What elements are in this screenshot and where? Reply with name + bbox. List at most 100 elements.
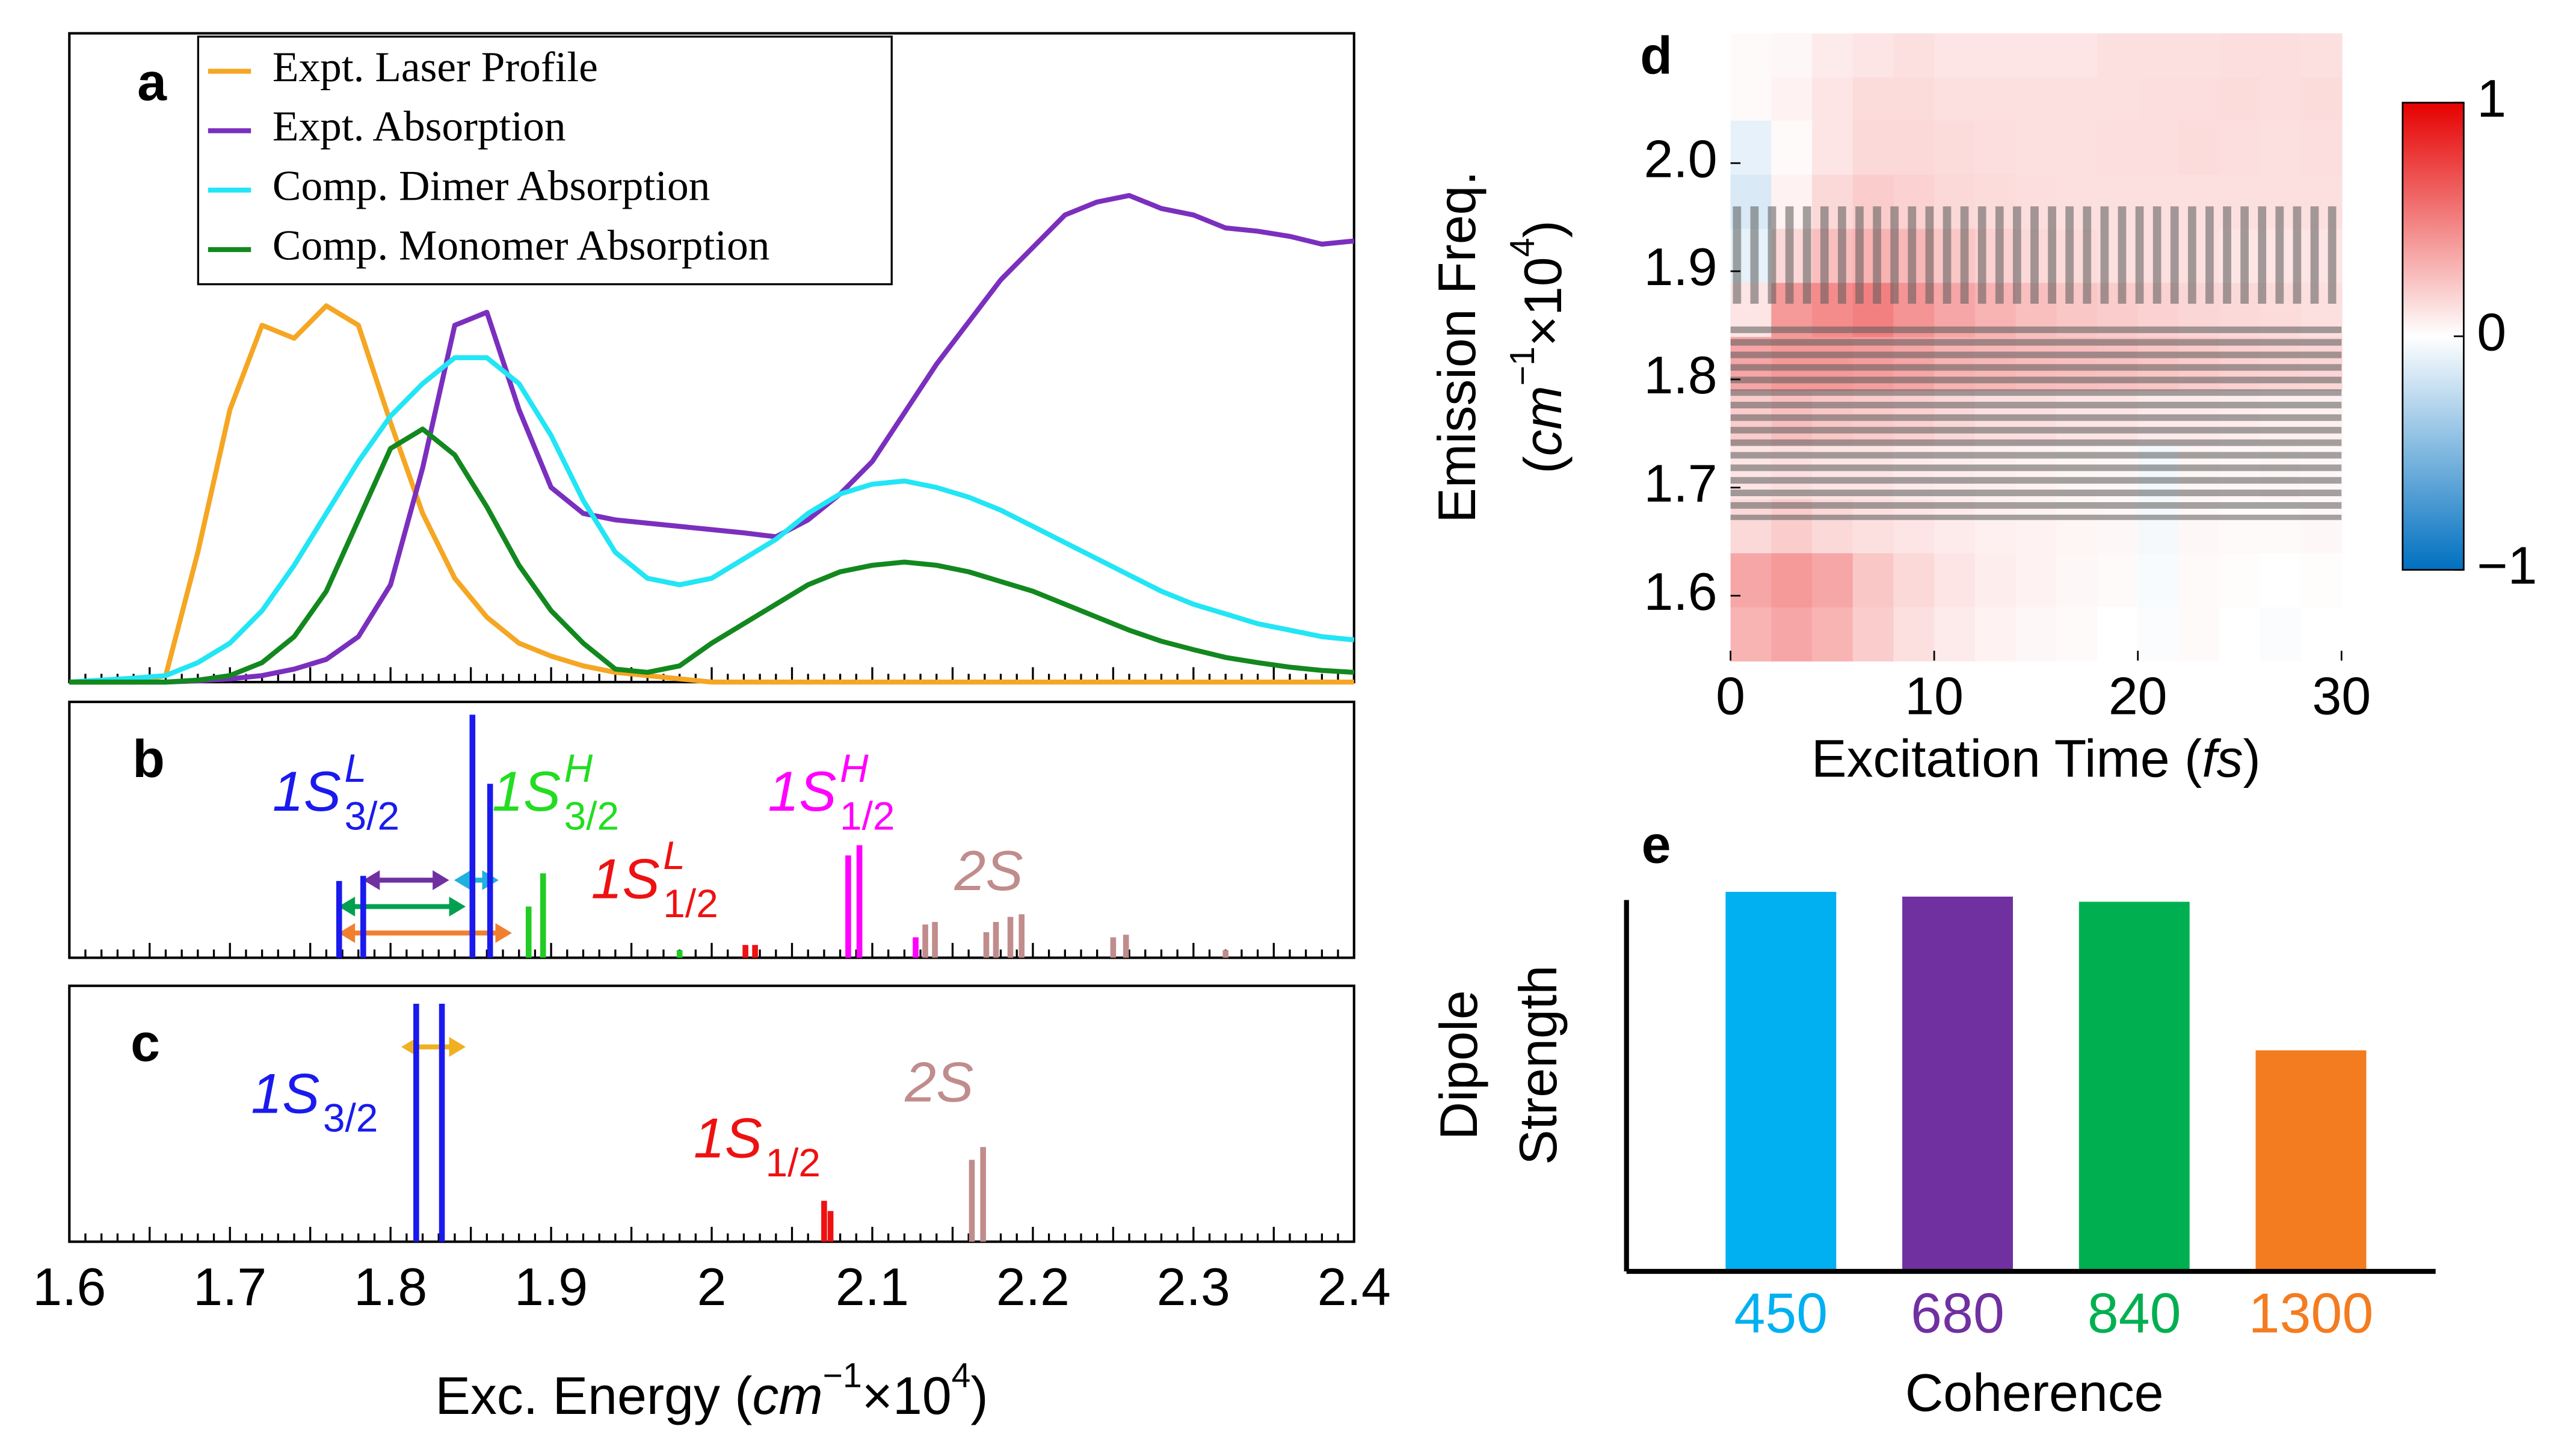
heat-cell — [1771, 120, 1813, 175]
heat-cell — [1934, 552, 1976, 607]
x-tick-label: 680 — [1911, 1282, 2004, 1345]
panel-label: e — [1642, 815, 1671, 874]
heat-cell — [2219, 33, 2261, 78]
y-axis-label: (cm−1×104) — [1503, 220, 1573, 473]
heat-cell — [1730, 76, 1772, 121]
colorbar-tick-label: −1 — [2477, 536, 2537, 595]
heat-cell — [1852, 76, 1894, 121]
legend-box — [197, 35, 893, 286]
y-tick-label: 1.9 — [1644, 237, 1718, 296]
label-part: −1 — [823, 1356, 862, 1395]
heat-cell — [2219, 120, 2261, 175]
x-tick-label: 1.6 — [32, 1257, 106, 1316]
heat-cell — [2015, 606, 2057, 662]
heat-cell — [1730, 606, 1772, 662]
heat-cell — [1812, 76, 1854, 121]
line-series — [69, 426, 1355, 685]
heat-cell — [2300, 606, 2343, 662]
y-axis-label: Dipole — [1429, 990, 1488, 1140]
y-axis-label: Strength — [1508, 965, 1568, 1165]
heat-cell — [1812, 33, 1854, 78]
x-axis-label: Exc. Energy (cm−1×104) — [435, 1356, 988, 1425]
heat-cell — [1893, 606, 1935, 662]
heat-cell — [1771, 76, 1813, 121]
heat-cell — [2097, 76, 2139, 121]
x-tick-label: 2.2 — [996, 1257, 1070, 1316]
x-tick-label: 0 — [1716, 666, 1745, 726]
annotation-sub: 3/2 — [345, 793, 400, 838]
x-tick-label: 450 — [1734, 1282, 1828, 1345]
label-part: Excitation Time ( — [1811, 729, 2202, 788]
heat-cell — [2056, 552, 2098, 607]
heat-cell — [1812, 120, 1854, 175]
annotation-sup: L — [345, 746, 367, 790]
x-axis-label: Excitation Time (fs) — [1811, 729, 2261, 788]
x-tick-label: 840 — [2088, 1282, 2181, 1345]
heat-cell — [1852, 120, 1894, 175]
heat-cell — [2056, 606, 2098, 662]
x-tick-label: 2.1 — [836, 1257, 909, 1316]
heat-cell — [1893, 33, 1935, 78]
annotation-sub: 1/2 — [840, 793, 895, 838]
heat-cell — [2015, 552, 2057, 607]
heat-cell — [2219, 76, 2261, 121]
annotation: 1S — [591, 848, 660, 911]
heat-cell — [1974, 33, 2017, 78]
heat-cell — [2056, 33, 2098, 78]
line-series — [69, 303, 1354, 685]
heat-cell — [2219, 606, 2261, 662]
label-part: Exc. Energy ( — [435, 1366, 752, 1425]
heat-cell — [2260, 552, 2302, 607]
x-tick-label: 2.4 — [1317, 1257, 1391, 1316]
heat-cell — [1730, 552, 1772, 607]
label-part: cm — [753, 1366, 823, 1425]
label-part: cm — [1513, 386, 1573, 456]
x-tick-label: 1.7 — [193, 1257, 267, 1316]
x-tick-label: 1.9 — [514, 1257, 588, 1316]
x-tick-label: 10 — [1905, 666, 1964, 726]
colorbar-tick-label: 0 — [2477, 302, 2506, 361]
heat-cell — [2178, 552, 2220, 607]
x-axis-label: Coherence — [1905, 1363, 2164, 1422]
heat-cell — [2097, 606, 2139, 662]
annotation-sup: H — [564, 746, 593, 790]
heat-cell — [2300, 33, 2343, 78]
annotation: 2S — [904, 1051, 973, 1113]
label-part: Emission Freq. — [1427, 171, 1487, 523]
label-part: ) — [1513, 220, 1573, 238]
heat-cell — [2015, 76, 2057, 121]
heat-cell — [2056, 76, 2098, 121]
label-part: fs — [2202, 729, 2243, 788]
x-tick-label: 2.3 — [1157, 1257, 1230, 1316]
label-part: ×10 — [862, 1366, 952, 1425]
heat-cell — [2219, 552, 2261, 607]
annotation-sub: 1/2 — [663, 881, 718, 926]
y-tick-label: 1.7 — [1644, 453, 1718, 513]
x-tick-label: 20 — [2109, 666, 2168, 726]
y-tick-label: 1.6 — [1644, 562, 1718, 621]
heat-cell — [1771, 33, 1813, 78]
heat-cell — [1812, 552, 1854, 607]
mask-stripes — [1730, 325, 2342, 520]
bar — [2255, 1050, 2367, 1272]
panel-label: a — [137, 52, 167, 111]
annotation-sup: L — [663, 833, 685, 877]
heat-cell — [2056, 120, 2098, 175]
x-tick-label: 30 — [2312, 666, 2371, 726]
heat-cell — [1893, 552, 1935, 607]
legend-label: Expt. Laser Profile — [273, 43, 598, 91]
heat-cell — [2097, 120, 2139, 175]
panel-label: b — [132, 729, 165, 788]
bar — [1725, 891, 1837, 1272]
label-part: ×10 — [1513, 257, 1573, 346]
heat-cell — [2300, 76, 2343, 121]
heat-cell — [2260, 76, 2302, 121]
y-axis-label: Emission Freq. — [1427, 171, 1487, 523]
heat-cell — [1771, 552, 1813, 607]
heat-cell — [1934, 606, 1976, 662]
colorbar-tick-label: 1 — [2477, 69, 2506, 128]
annotation: 1S — [492, 760, 561, 823]
heat-cell — [1893, 76, 1935, 121]
heat-cell — [1771, 606, 1813, 662]
